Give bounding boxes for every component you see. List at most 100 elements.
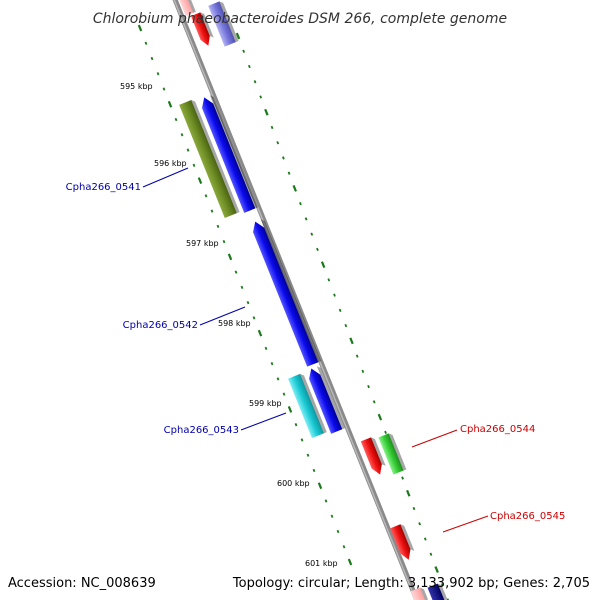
gene-top-pink-body	[178, 0, 194, 16]
genome-backbone	[172, 0, 420, 600]
left-track-tick	[312, 468, 316, 473]
gene-bottom-pink[interactable]	[410, 587, 429, 600]
right-track-tick	[349, 337, 354, 345]
gene-blue-lower[interactable]	[306, 365, 346, 434]
gene-top-red-body	[191, 12, 210, 46]
kbp-label-600: 600 kbp	[277, 479, 310, 488]
left-track-tick	[222, 239, 226, 244]
gene-red-0544-neighbor-shade	[371, 437, 386, 466]
left-track-tick	[294, 423, 298, 427]
right-track-tick	[276, 141, 280, 145]
gene-cpha266-0542[interactable]	[250, 218, 322, 367]
kbp-label-596: 596 kbp	[154, 159, 187, 168]
kbp-label-599: 599 kbp	[249, 399, 282, 408]
right-track-tick	[299, 202, 302, 206]
right-track-tick	[242, 49, 246, 53]
left-track-tick	[216, 224, 220, 228]
left-track-tick	[300, 438, 304, 442]
accession-text: Accession: NC_008639	[8, 576, 156, 591]
gene-cpha266-0545[interactable]	[390, 523, 416, 562]
gene-blue-upper[interactable]	[199, 94, 259, 213]
left-track-tick	[276, 377, 280, 381]
right-track-tick	[412, 506, 416, 511]
gene-top-red[interactable]	[191, 11, 216, 47]
left-track-tick	[330, 514, 334, 518]
gene-cpha266-0545-body	[390, 524, 411, 560]
gene-top-lavender[interactable]	[208, 0, 239, 47]
genome-backbone-highlight	[173, 0, 417, 600]
right-track-tick	[406, 489, 411, 497]
gene-cpha266-0544[interactable]	[378, 432, 407, 475]
gene-top-lavender-shade	[219, 1, 239, 43]
gene-cpha266-0544-body	[378, 433, 404, 475]
left-track-tick	[162, 87, 166, 91]
left-track-tick	[252, 316, 256, 320]
left-track-tick	[197, 177, 203, 184]
gene-blue-upper-body	[202, 97, 256, 213]
right-track-tick	[282, 156, 285, 160]
left-track-tick	[336, 529, 340, 534]
gene-cpha266-0543-shade	[300, 373, 327, 434]
kbp-label-597: 597 kbp	[186, 239, 219, 248]
left-track-tick	[227, 253, 233, 261]
left-track-tick	[192, 163, 196, 167]
gene-cpha266-0542-body	[253, 221, 319, 367]
gene-blue-lower-body	[309, 368, 343, 434]
left-track-tick	[180, 133, 184, 137]
gene-blue-lower-shade	[316, 366, 346, 430]
right-track-tick	[264, 108, 269, 116]
gene-bottom-navy[interactable]	[427, 582, 448, 600]
left-track-tick	[306, 453, 310, 457]
left-track-tick	[150, 56, 154, 61]
right-track-tick	[310, 232, 314, 236]
leader-line-0542	[199, 306, 246, 326]
gene-bottom-navy-body	[427, 583, 445, 600]
gene-top-pink[interactable]	[178, 0, 196, 16]
gene-cpha266-0545-shade	[400, 524, 415, 551]
kbp-label-601: 601 kbp	[305, 559, 338, 568]
left-track-tick	[204, 194, 208, 198]
gene-cpha266-0543[interactable]	[288, 373, 327, 439]
right-track-tick	[327, 278, 331, 282]
right-track-tick	[235, 32, 241, 40]
gene-red-0544-neighbor[interactable]	[360, 436, 388, 476]
right-track-tick	[446, 598, 449, 600]
right-track-tick	[361, 369, 365, 373]
gene-cpha266-0541-shade	[191, 99, 240, 214]
left-track-tick	[347, 558, 353, 566]
leader-line-0543	[240, 412, 287, 431]
left-track-tick	[264, 346, 268, 351]
genome-summary-text: Topology: circular; Length: 3,133,902 bp…	[232, 576, 590, 591]
left-track-tick	[270, 362, 274, 366]
right-track-tick	[423, 537, 427, 541]
gene-bottom-navy-shade	[437, 583, 448, 600]
kbp-label-598: 598 kbp	[218, 319, 251, 328]
right-track-tick	[377, 413, 383, 421]
right-track-tick	[344, 323, 348, 328]
gene-cpha266-0542-shade	[260, 219, 322, 363]
right-track-tick	[333, 293, 336, 297]
right-track-tick	[372, 400, 376, 404]
right-track-tick	[338, 308, 342, 313]
left-track-tick	[240, 285, 244, 290]
gene-cpha266-0543-body	[288, 373, 324, 439]
gene-label-cpha266-0541[interactable]: Cpha266_0541	[66, 182, 141, 193]
gene-label-cpha266-0543[interactable]: Cpha266_0543	[164, 425, 239, 436]
gene-cpha266-0541[interactable]	[179, 99, 240, 219]
gene-label-cpha266-0545[interactable]: Cpha266_0545	[490, 511, 565, 522]
gene-top-red-shade	[200, 12, 214, 38]
gene-bottom-pink-body	[410, 587, 426, 600]
gene-label-cpha266-0544[interactable]: Cpha266_0544	[460, 424, 535, 435]
leader-line-0541	[142, 167, 189, 188]
right-track-tick	[434, 566, 439, 573]
right-track-tick	[304, 217, 308, 221]
right-track-tick	[270, 125, 274, 130]
gene-label-cpha266-0542[interactable]: Cpha266_0542	[123, 320, 198, 331]
left-track-tick	[317, 482, 323, 490]
right-track-tick	[247, 64, 251, 69]
right-track-tick	[253, 80, 257, 84]
left-track-tick	[324, 499, 328, 503]
right-track-tick	[316, 247, 319, 252]
